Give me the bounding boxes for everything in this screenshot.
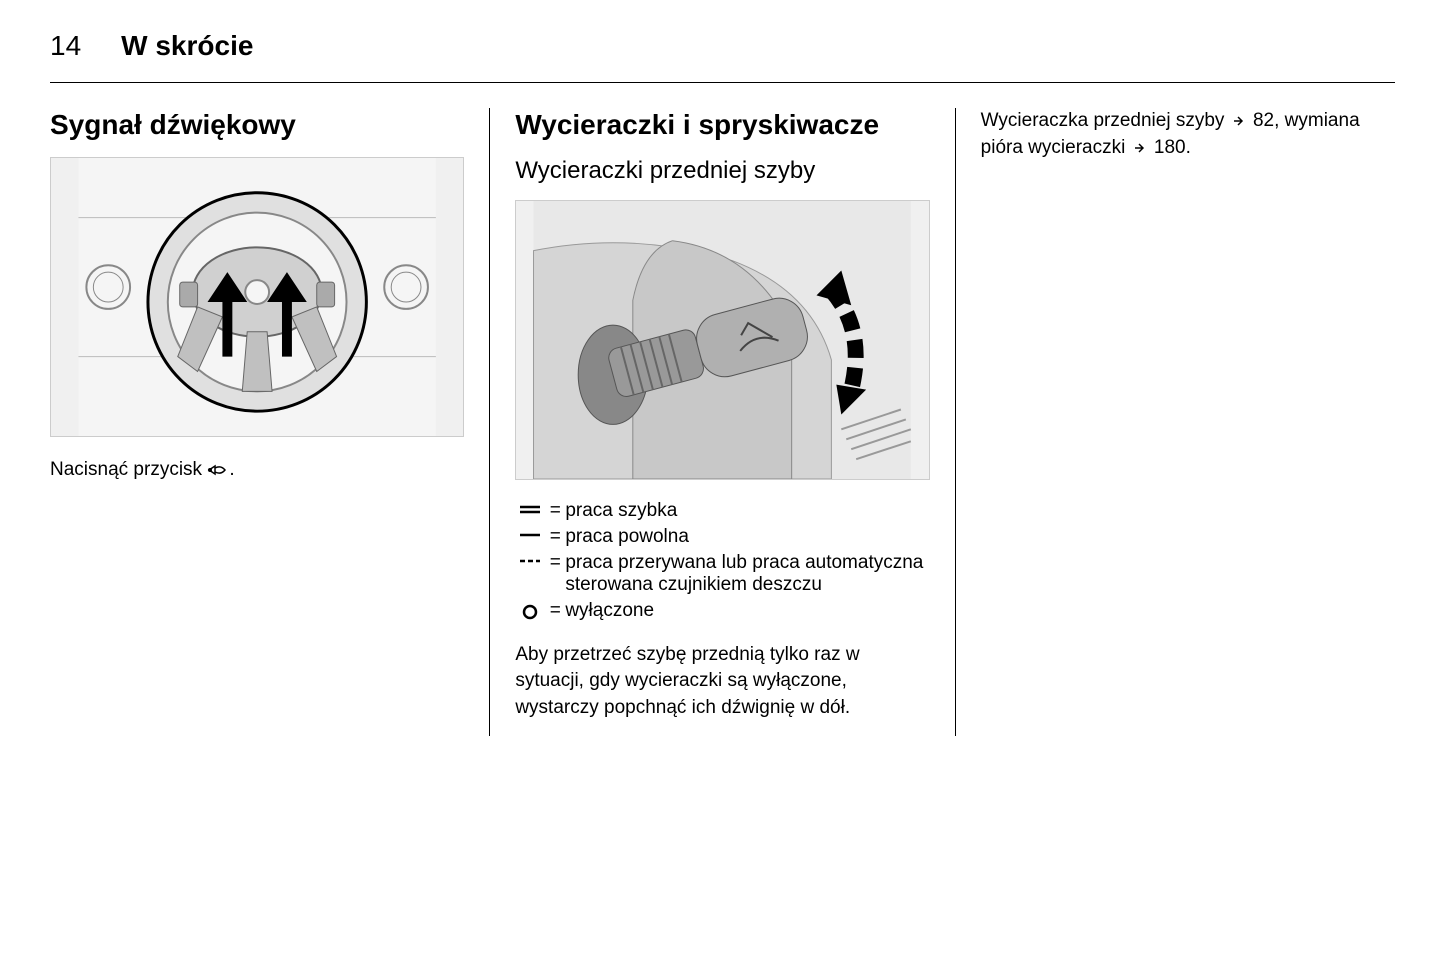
column-1: Sygnał dźwiękowy — [50, 108, 489, 736]
steering-wheel-svg — [51, 158, 463, 436]
chapter-title: W skrócie — [121, 30, 253, 62]
horn-caption-suffix: . — [229, 459, 234, 480]
reference-arrow-icon — [1133, 141, 1147, 155]
horn-heading: Sygnał dźwiękowy — [50, 108, 464, 142]
legend-equals: = — [545, 552, 565, 574]
legend-text-slow: praca powolna — [565, 526, 929, 548]
legend-equals: = — [545, 526, 565, 548]
page-number: 14 — [50, 30, 81, 62]
horn-caption-prefix: Nacisnąć przycisk — [50, 459, 207, 480]
content-columns: Sygnał dźwiękowy — [50, 108, 1395, 736]
ref2-page: 180 — [1154, 137, 1186, 158]
legend-row-intermittent: = praca przerywana lub praca automatyczn… — [515, 552, 929, 596]
column-2: Wycieraczki i spryskiwacze Wycieraczki p… — [490, 108, 954, 736]
horn-icon — [207, 463, 229, 477]
wiper-stalk-illustration — [515, 200, 929, 480]
steering-wheel-illustration — [50, 157, 464, 437]
legend-row-fast: = praca szybka — [515, 500, 929, 522]
legend-text-off: wyłączone — [565, 600, 929, 622]
wiper-stalk-svg — [516, 201, 928, 479]
legend-equals: = — [545, 500, 565, 522]
legend-row-off: = wyłączone — [515, 600, 929, 622]
page-header: 14 W skrócie — [50, 30, 1395, 83]
wiper-legend: = praca szybka = praca powolna = praca p… — [515, 500, 929, 622]
legend-text-fast: praca szybka — [565, 500, 929, 522]
column-3: Wycieraczka przedniej szyby 82, wymiana … — [956, 108, 1395, 736]
cross-reference-text: Wycieraczka przedniej szyby 82, wymiana … — [981, 108, 1395, 161]
legend-equals: = — [545, 600, 565, 622]
double-line-icon — [515, 500, 545, 514]
legend-text-intermittent: praca przerywana lub praca automatyczna … — [565, 552, 929, 596]
circle-icon — [515, 600, 545, 620]
front-wipers-subheading: Wycieraczki przedniej szyby — [515, 157, 929, 185]
ref2-suffix: . — [1186, 137, 1191, 158]
wiper-paragraph: Aby przetrzeć szybę przednią tylko raz w… — [515, 642, 929, 722]
dashed-line-icon — [515, 552, 545, 566]
ref1-prefix: Wycieraczka przedniej szyby — [981, 110, 1230, 131]
ref1-page: 82 — [1253, 110, 1274, 131]
reference-arrow-icon — [1232, 114, 1246, 128]
horn-caption: Nacisnąć przycisk . — [50, 457, 464, 484]
wipers-heading: Wycieraczki i spryskiwacze — [515, 108, 929, 142]
legend-row-slow: = praca powolna — [515, 526, 929, 548]
single-line-icon — [515, 526, 545, 540]
